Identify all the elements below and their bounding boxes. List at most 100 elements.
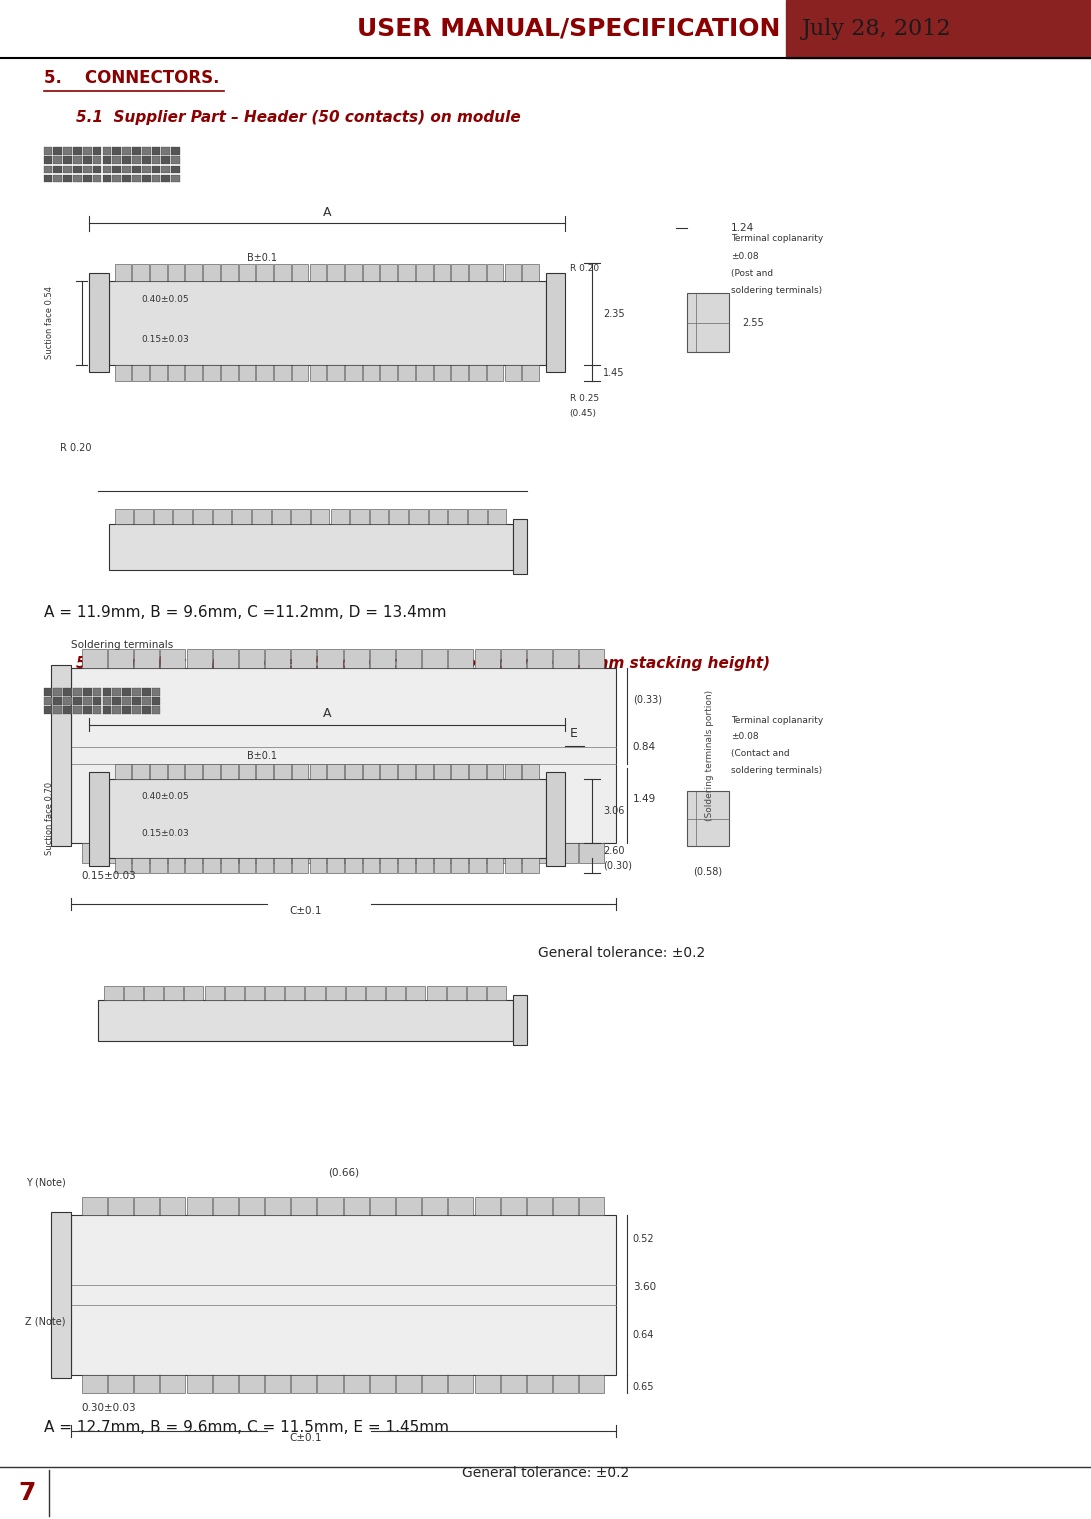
- Text: Terminal coplanarity: Terminal coplanarity: [731, 715, 824, 725]
- Bar: [132, 688, 141, 696]
- Bar: [523, 264, 539, 281]
- Bar: [132, 147, 141, 155]
- Bar: [44, 166, 52, 173]
- Bar: [501, 649, 526, 668]
- Bar: [239, 365, 255, 381]
- Bar: [109, 524, 513, 570]
- Bar: [152, 697, 160, 705]
- Bar: [134, 1375, 159, 1393]
- Bar: [160, 649, 185, 668]
- Bar: [467, 986, 485, 1000]
- Bar: [151, 764, 167, 779]
- Bar: [171, 166, 180, 173]
- Text: 0.84: 0.84: [633, 741, 656, 752]
- Bar: [256, 764, 273, 779]
- Bar: [475, 1197, 500, 1215]
- Text: C±0.1: C±0.1: [289, 1432, 322, 1443]
- Bar: [44, 156, 52, 164]
- Bar: [168, 764, 184, 779]
- Bar: [83, 147, 92, 155]
- Bar: [396, 1375, 421, 1393]
- Bar: [63, 166, 72, 173]
- Bar: [291, 843, 316, 863]
- Text: (0.45): (0.45): [570, 409, 597, 418]
- Bar: [344, 649, 369, 668]
- Bar: [325, 986, 345, 1000]
- Bar: [310, 264, 326, 281]
- Bar: [553, 1197, 578, 1215]
- Bar: [527, 649, 552, 668]
- Bar: [103, 156, 111, 164]
- Bar: [239, 843, 264, 863]
- Bar: [53, 166, 62, 173]
- Bar: [134, 649, 159, 668]
- Bar: [527, 843, 552, 863]
- Bar: [344, 843, 369, 863]
- Bar: [317, 843, 343, 863]
- Bar: [265, 986, 284, 1000]
- Bar: [396, 843, 421, 863]
- Text: R 0.25: R 0.25: [570, 393, 599, 403]
- Bar: [213, 843, 238, 863]
- Bar: [203, 764, 220, 779]
- Bar: [468, 509, 487, 524]
- Bar: [523, 764, 539, 779]
- Bar: [370, 649, 395, 668]
- Bar: [370, 509, 388, 524]
- Bar: [103, 166, 111, 173]
- Bar: [274, 264, 290, 281]
- Bar: [93, 688, 101, 696]
- Bar: [381, 264, 397, 281]
- Bar: [51, 665, 71, 846]
- Bar: [239, 858, 255, 873]
- Text: 3.60: 3.60: [633, 1282, 656, 1293]
- Bar: [82, 649, 107, 668]
- Bar: [122, 688, 131, 696]
- Text: 0.30±0.03: 0.30±0.03: [82, 1402, 136, 1413]
- Bar: [501, 1375, 526, 1393]
- Bar: [448, 1197, 473, 1215]
- Bar: [239, 1375, 264, 1393]
- Bar: [370, 1375, 395, 1393]
- Bar: [142, 706, 151, 714]
- Text: USER MANUAL/SPECIFICATION: USER MANUAL/SPECIFICATION: [357, 17, 780, 41]
- Bar: [452, 764, 468, 779]
- Bar: [220, 764, 238, 779]
- Bar: [317, 1375, 343, 1393]
- Bar: [239, 649, 264, 668]
- Bar: [115, 509, 133, 524]
- Bar: [292, 858, 309, 873]
- Bar: [103, 147, 111, 155]
- Bar: [475, 649, 500, 668]
- Bar: [213, 1197, 238, 1215]
- Text: 3.06: 3.06: [603, 807, 625, 816]
- Bar: [429, 509, 447, 524]
- Bar: [122, 175, 131, 182]
- Bar: [152, 688, 160, 696]
- Bar: [367, 986, 385, 1000]
- Text: 2.60: 2.60: [603, 846, 625, 855]
- Bar: [504, 764, 521, 779]
- Bar: [274, 764, 290, 779]
- Bar: [151, 365, 167, 381]
- Bar: [786, 0, 1091, 58]
- Bar: [168, 365, 184, 381]
- Text: 0.65: 0.65: [633, 1382, 655, 1391]
- Bar: [142, 697, 151, 705]
- Text: 2.35: 2.35: [603, 308, 625, 319]
- Bar: [487, 858, 504, 873]
- Bar: [427, 986, 446, 1000]
- Text: Soldering terminals: Soldering terminals: [71, 639, 173, 650]
- Bar: [44, 688, 52, 696]
- Bar: [71, 1215, 616, 1375]
- Bar: [144, 986, 164, 1000]
- Bar: [73, 697, 82, 705]
- Text: ±0.08: ±0.08: [731, 252, 758, 261]
- Bar: [152, 156, 160, 164]
- Bar: [71, 668, 616, 843]
- Bar: [527, 1197, 552, 1215]
- Bar: [104, 986, 122, 1000]
- Bar: [112, 688, 121, 696]
- Text: soldering terminals): soldering terminals): [731, 286, 823, 295]
- Text: Z (Note): Z (Note): [25, 1317, 65, 1328]
